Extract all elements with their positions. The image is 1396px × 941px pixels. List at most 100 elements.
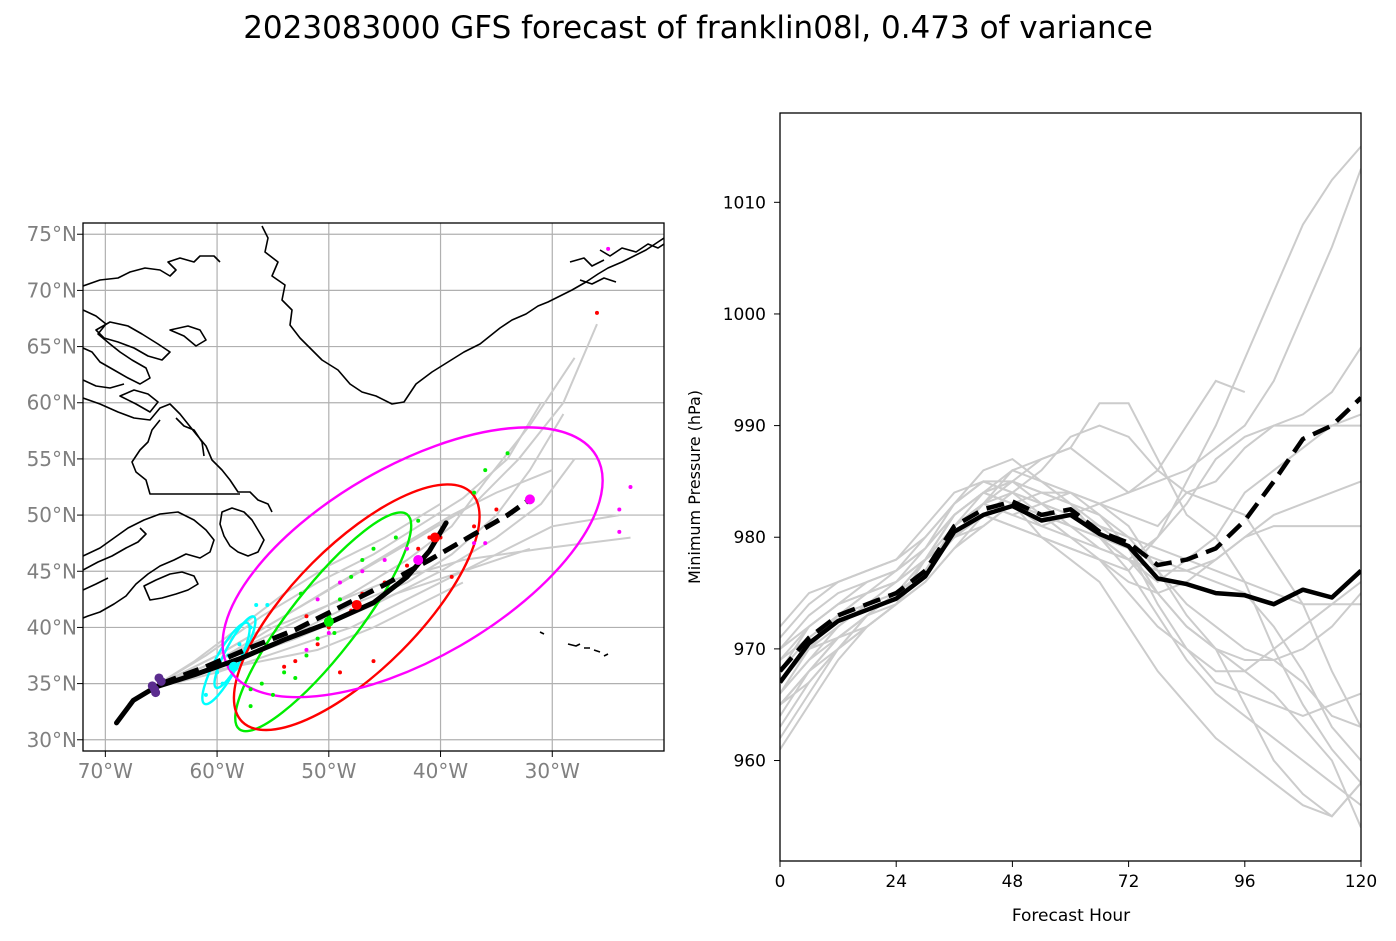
map-point-t24	[237, 642, 242, 647]
map-point-t72	[332, 631, 337, 636]
figure-title: 2023083000 GFS forecast of franklin08l, …	[243, 10, 1153, 46]
coastline-nova-scotia	[143, 571, 199, 601]
map-point-t120	[360, 569, 365, 574]
map-point-t24	[254, 602, 259, 607]
pressure-ensemble-line	[780, 491, 1361, 728]
pressure-y-axis-label: Minimum Pressure (hPa)	[685, 390, 704, 584]
map-point-t120	[483, 541, 488, 546]
pressure-x-tick-label: 48	[1002, 872, 1024, 892]
pressure-y-tick-label: 980	[734, 528, 766, 548]
map-tick-labels: 70°W 60°W 50°W 40°W 30°W 30°N 35°N 40°N 45°N 50°N…	[27, 222, 581, 783]
map-ellipse-t120	[221, 426, 604, 699]
map-point-t72	[393, 535, 398, 540]
map-point-t72	[270, 692, 275, 697]
map-point-t0	[154, 673, 164, 683]
map-point-t120	[405, 546, 410, 551]
map-marker-t120	[413, 555, 424, 566]
map-ensemble-track	[149, 357, 576, 691]
map-point-t24	[203, 692, 208, 697]
map-point-t96	[293, 659, 298, 664]
map-point-t120	[628, 485, 633, 489]
map-point-t72	[349, 574, 354, 579]
map-point-t72	[505, 451, 510, 456]
map-x-tick-label: 30°W	[525, 759, 580, 783]
coastline-st-lawrence	[83, 527, 147, 591]
coastline-azores	[539, 631, 609, 657]
pressure-y-tick-label: 960	[734, 752, 766, 772]
pressure-control-line	[780, 396, 1361, 673]
map-point-t96	[449, 574, 454, 579]
map-point-t96	[371, 659, 376, 664]
map-point-t96	[304, 614, 309, 619]
map-point-t120	[472, 541, 477, 546]
map-y-tick-label: 60°N	[27, 391, 77, 415]
map-axes-frame	[82, 222, 665, 752]
map-x-tick-label: 50°W	[301, 759, 356, 783]
map-point-t72	[337, 597, 342, 602]
map-point-t0	[150, 684, 160, 694]
pressure-mean-line	[780, 503, 1361, 684]
map-point-t72	[472, 490, 477, 495]
pressure-ensemble-line	[780, 424, 1361, 706]
map-forecast-points	[203, 246, 633, 709]
pressure-mean-lines	[780, 396, 1361, 684]
map-y-tick-label: 75°N	[27, 222, 77, 246]
map-point-t72	[259, 681, 264, 686]
map-point-t72	[416, 518, 421, 523]
coastline-greenland	[261, 225, 664, 405]
map-point-t120	[337, 580, 342, 585]
map-marker-t96	[351, 599, 362, 610]
pressure-x-axis-label: Forecast Hour	[1012, 906, 1130, 926]
map-y-tick-label: 30°N	[27, 728, 77, 752]
pressure-x-tick-label: 24	[885, 872, 907, 892]
map-gridlines	[83, 223, 664, 751]
map-point-t96	[405, 563, 410, 568]
map-y-tick-label: 55°N	[27, 447, 77, 471]
map-point-t72	[248, 704, 253, 709]
map-y-tick-label: 35°N	[27, 672, 77, 696]
coastline-greenland-north	[569, 243, 664, 285]
coastlines	[83, 225, 664, 657]
pressure-x-tick-label: 72	[1118, 872, 1140, 892]
pressure-ensemble-lines	[780, 145, 1361, 828]
map-point-t120	[617, 529, 622, 534]
map-panel: 70°W 60°W 50°W 40°W 30°W 30°N 35°N 40°N 45°N 50°N…	[27, 222, 665, 783]
pressure-ensemble-line	[780, 480, 1361, 806]
map-point-t120	[326, 631, 331, 636]
map-point-t72	[304, 653, 309, 658]
map-point-t120	[315, 597, 320, 602]
map-point-t96	[472, 524, 477, 529]
map-point-t72	[315, 636, 320, 641]
map-y-tick-label: 50°N	[27, 503, 77, 527]
pressure-y-tick-label: 990	[734, 417, 766, 437]
map-point-t96	[337, 670, 342, 675]
map-marker-t24	[228, 661, 239, 672]
map-y-tick-label: 65°N	[27, 335, 77, 359]
pressure-y-tick-label: 1000	[723, 305, 766, 325]
map-point-t120	[606, 246, 611, 251]
map-point-t96	[416, 546, 421, 551]
map-y-tick-label: 70°N	[27, 278, 77, 302]
coastline-baffin	[83, 255, 221, 385]
map-point-t96	[594, 310, 599, 315]
pressure-ensemble-line	[780, 491, 1361, 818]
map-point-t72	[360, 558, 365, 563]
map-point-t24	[215, 670, 220, 675]
map-point-t96	[282, 664, 287, 669]
map-marker-t96	[429, 532, 440, 543]
pressure-y-tick-label: 1010	[723, 193, 766, 213]
map-point-t24	[248, 625, 253, 630]
pressure-x-tick-label: 96	[1234, 872, 1256, 892]
map-marker-t120	[524, 494, 535, 505]
map-y-tick-label: 45°N	[27, 559, 77, 583]
map-point-t72	[282, 670, 287, 675]
map-point-t72	[483, 468, 488, 473]
map-point-t120	[382, 558, 387, 563]
map-point-t72	[298, 591, 303, 596]
map-point-t24	[220, 681, 225, 686]
pressure-axes-frame	[779, 112, 1362, 862]
map-ellipse-t72	[234, 511, 413, 733]
map-x-tick-label: 70°W	[78, 759, 133, 783]
map-point-t24	[265, 602, 270, 607]
